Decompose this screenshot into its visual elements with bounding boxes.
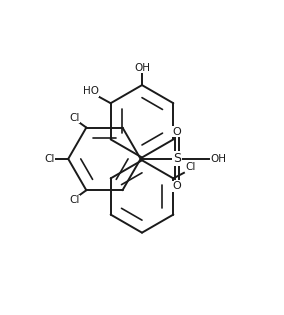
Text: O: O bbox=[172, 127, 181, 137]
Text: Cl: Cl bbox=[69, 112, 79, 123]
Text: Cl: Cl bbox=[185, 162, 195, 172]
Text: OH: OH bbox=[134, 63, 150, 72]
Text: Cl: Cl bbox=[45, 154, 55, 164]
Text: O: O bbox=[172, 181, 181, 191]
Text: HO: HO bbox=[83, 86, 99, 96]
Text: Cl: Cl bbox=[69, 195, 79, 205]
Text: OH: OH bbox=[210, 154, 226, 164]
Text: S: S bbox=[173, 152, 181, 165]
